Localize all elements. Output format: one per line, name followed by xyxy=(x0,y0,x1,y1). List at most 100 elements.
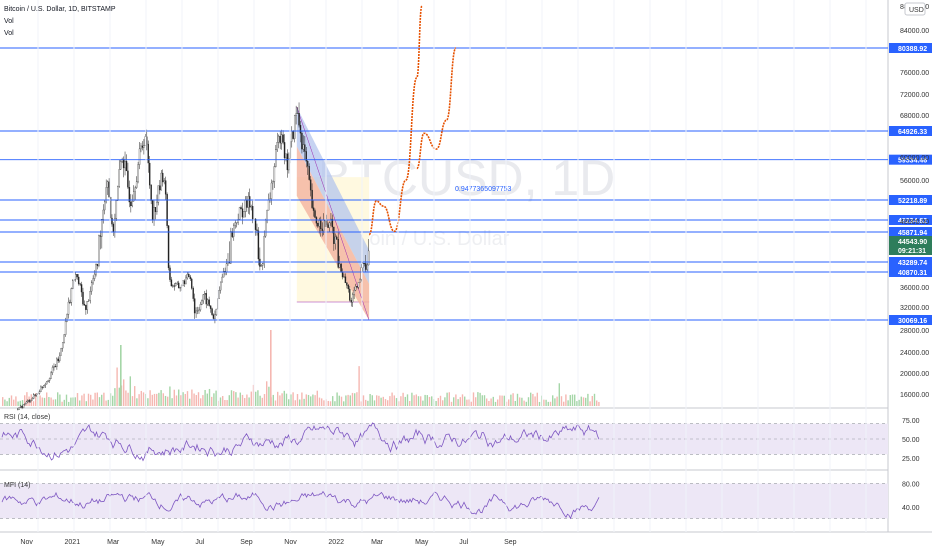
volume-bar xyxy=(200,398,202,406)
candle xyxy=(291,130,293,142)
volume-bar xyxy=(312,394,314,406)
candle xyxy=(105,187,107,203)
price-pane[interactable]: 0.9477365097753 xyxy=(0,5,888,411)
candle xyxy=(99,235,102,237)
projection-path-alt[interactable] xyxy=(416,47,457,170)
volume-bar xyxy=(114,388,116,406)
volume-bar xyxy=(299,399,301,406)
volume-bar xyxy=(534,396,536,406)
candle xyxy=(263,235,265,264)
volume-bar xyxy=(563,401,565,406)
volume-bar xyxy=(538,401,541,406)
candle xyxy=(199,304,202,311)
mfi-tick: 40.00 xyxy=(902,505,920,512)
candle xyxy=(250,206,252,208)
volume-bar xyxy=(184,393,186,406)
price-tick-label: 28000.00 xyxy=(900,328,929,335)
candle xyxy=(211,308,213,315)
volume-bar xyxy=(345,395,347,406)
symbol-title[interactable]: Bitcoin / U.S. Dollar, 1D, BITSTAMP xyxy=(4,6,116,13)
candle xyxy=(89,291,91,301)
time-tick-label: Sep xyxy=(240,539,253,546)
volume-indicator-label-2[interactable]: Vol xyxy=(4,30,14,37)
volume-indicator-label[interactable]: Vol xyxy=(4,18,14,25)
volume-bar xyxy=(208,388,211,406)
candle xyxy=(302,144,305,150)
volume-bar xyxy=(567,400,569,406)
volume-bar xyxy=(589,401,591,406)
candle xyxy=(61,342,64,349)
candle xyxy=(19,406,22,408)
volume-bar xyxy=(233,391,235,406)
rsi-title[interactable]: RSI (14, close) xyxy=(4,414,50,421)
volume-bar xyxy=(290,394,292,406)
price-tick-label: 24000.00 xyxy=(900,350,929,357)
volume-bar xyxy=(554,398,556,406)
candle xyxy=(195,310,197,314)
level-tag xyxy=(889,257,932,267)
candle xyxy=(363,263,365,265)
candle xyxy=(124,161,126,169)
volume-bar xyxy=(235,392,237,406)
candle xyxy=(162,172,164,183)
level-tag xyxy=(889,43,932,53)
volume-bar xyxy=(195,395,197,406)
volume-bar xyxy=(241,394,244,406)
candle xyxy=(67,301,70,315)
volume-bar xyxy=(15,396,17,406)
volume-bar xyxy=(453,397,455,406)
volume-bar xyxy=(431,396,433,406)
volume-bar xyxy=(519,397,521,406)
mfi-pane[interactable] xyxy=(0,483,888,520)
candle xyxy=(53,366,55,368)
volume-bar xyxy=(523,400,525,406)
volume-bar xyxy=(356,392,358,406)
volume-bar xyxy=(202,395,204,406)
volume-bar xyxy=(39,395,41,406)
volume-bar xyxy=(222,396,224,406)
volume-bar xyxy=(180,395,182,406)
candle xyxy=(204,293,206,295)
volume-bar xyxy=(565,394,567,406)
candle xyxy=(338,263,341,268)
candle xyxy=(101,219,103,237)
candle xyxy=(264,219,267,237)
volume-bar xyxy=(343,401,345,406)
candle xyxy=(260,265,263,267)
volume-bar xyxy=(387,400,389,406)
level-label: 52218.89 xyxy=(898,198,927,205)
currency-label[interactable]: USD xyxy=(909,7,924,14)
candle xyxy=(312,207,315,211)
rsi-pane[interactable] xyxy=(0,422,888,462)
level-tag xyxy=(889,154,932,165)
candle xyxy=(276,142,278,150)
candle xyxy=(128,187,131,203)
candle xyxy=(298,113,300,126)
candle xyxy=(148,162,151,186)
candle xyxy=(262,263,264,266)
candle xyxy=(21,406,23,408)
volume-bar xyxy=(552,395,554,406)
channel-trendline xyxy=(296,107,370,321)
mfi-title[interactable]: MFI (14) xyxy=(4,482,30,489)
candle xyxy=(72,280,74,289)
volume-bar xyxy=(402,392,404,406)
candle xyxy=(140,145,142,150)
projection-path[interactable] xyxy=(368,5,423,236)
candle xyxy=(133,191,135,202)
level-tag xyxy=(889,195,932,205)
volume-bar xyxy=(501,395,503,406)
currency-badge[interactable] xyxy=(904,2,926,16)
volume-bar xyxy=(164,395,167,406)
volume-bar xyxy=(316,390,318,406)
volume-bar xyxy=(514,400,516,406)
volume-bar xyxy=(158,392,160,406)
candle xyxy=(54,366,57,367)
volume-bar xyxy=(248,397,250,406)
volume-bar xyxy=(417,396,420,406)
price-tick-label: 16000.00 xyxy=(900,392,929,399)
volume-bar xyxy=(193,393,195,406)
candle xyxy=(365,263,367,270)
candle xyxy=(24,403,26,405)
